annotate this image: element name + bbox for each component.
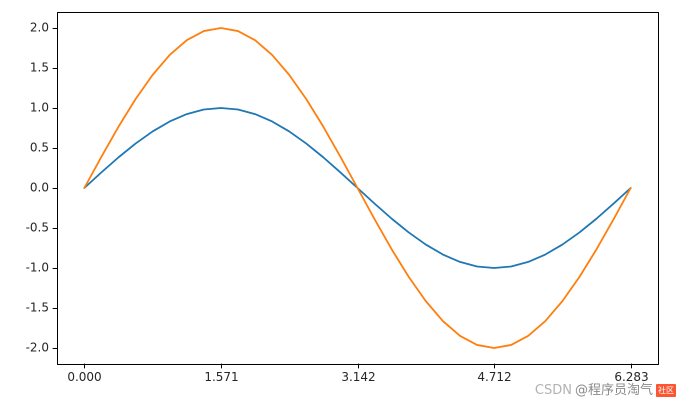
sine-chart-canvas (0, 0, 681, 407)
figure: CSDN @程序员淘气 社区 (0, 0, 681, 407)
